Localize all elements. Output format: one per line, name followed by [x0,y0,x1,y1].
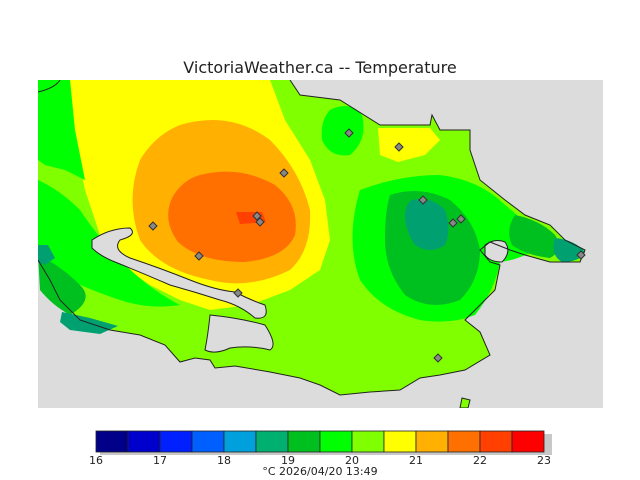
legend-swatch [255,430,289,453]
station-marker[interactable] [279,168,289,178]
legend-swatch [511,430,545,453]
legend-swatch [159,430,193,453]
inlet-water-south [204,314,274,353]
harbour-water [484,240,509,263]
temp-zone-teal-east [405,198,449,250]
station-marker[interactable] [255,217,265,227]
legend-tick-label: 16 [89,454,103,467]
temp-zone-darkgreen-fareast [509,215,559,258]
legend-swatch [479,430,513,453]
legend-colorbar [95,430,552,455]
temp-zone-green-north [321,106,364,156]
legend-swatch [447,430,481,453]
legend-swatch [319,430,353,453]
temp-zone-green-nw [38,80,85,180]
temp-zone-green-west [38,180,180,307]
temp-zone-teal-west [38,245,55,265]
station-marker[interactable] [233,288,243,298]
temp-zone-teal-fareast [553,238,585,262]
coastline-nw [38,80,61,93]
station-marker[interactable] [148,221,158,231]
inlet-water [91,227,267,319]
legend-swatch [191,430,225,453]
legend-caption: °C 2026/04/20 13:49 [262,465,378,478]
legend-tick-label: 18 [217,454,231,467]
legend-tick-label: 20 [345,454,359,467]
legend-swatch [383,430,417,453]
station-marker[interactable] [394,142,404,152]
temp-zone-yellow-ne [378,128,440,162]
legend-swatch [287,430,321,453]
station-marker[interactable] [456,214,466,224]
station-marker[interactable] [252,211,262,221]
temp-zone-orange [168,171,296,262]
legend-swatch [127,430,161,453]
map-area [38,80,603,408]
legend-tick-labels: 16 17 18 19 20 21 22 23 [89,454,551,467]
legend-tick-label: 22 [473,454,487,467]
legend-swatch [415,430,449,453]
legend-tick-label: 19 [281,454,295,467]
small-island [459,397,471,408]
station-marker[interactable] [344,128,354,138]
station-markers [148,128,586,363]
legend-tick-label: 21 [409,454,423,467]
station-marker[interactable] [576,250,586,260]
legend-tick-label: 17 [153,454,167,467]
station-marker[interactable] [418,195,428,205]
legend-swatch [223,430,257,453]
station-marker[interactable] [448,218,458,228]
map-title: VictoriaWeather.ca -- Temperature [183,58,457,77]
legend-swatch [351,430,385,453]
legend-swatch [95,430,129,453]
coastline [38,80,586,396]
legend-tick-label: 23 [537,454,551,467]
station-marker[interactable] [433,353,443,363]
temp-zone-darkgreen-west [38,255,86,315]
station-marker[interactable] [194,251,204,261]
